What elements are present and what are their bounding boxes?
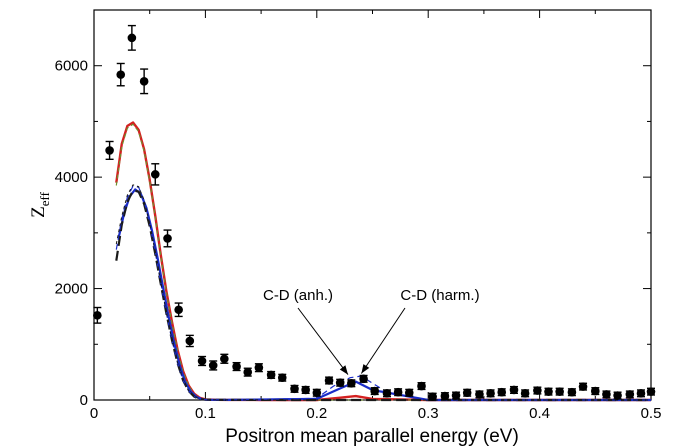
data-point xyxy=(197,356,207,366)
data-point xyxy=(232,362,241,371)
data-point xyxy=(243,367,253,377)
data-point xyxy=(520,389,530,398)
data-point xyxy=(544,387,553,396)
series-line-2 xyxy=(117,188,651,402)
data-points xyxy=(93,24,656,401)
data-point xyxy=(301,385,310,395)
data-point xyxy=(347,378,356,388)
data-point xyxy=(567,387,577,397)
data-point xyxy=(174,305,183,315)
data-point xyxy=(646,387,656,396)
data-point xyxy=(404,388,414,398)
annotation-arrowhead xyxy=(339,365,348,375)
data-point xyxy=(591,386,600,396)
data-point xyxy=(486,389,495,398)
series-line-4 xyxy=(115,185,651,401)
y-axis-title: Zeff xyxy=(28,191,52,217)
annotations: C-D (anh.) C-D (harm.) xyxy=(263,287,480,375)
y-tick-label: 4000 xyxy=(55,169,88,186)
data-point xyxy=(335,378,345,388)
annotation-label: C-D (anh.) xyxy=(263,287,333,304)
data-point xyxy=(440,391,450,401)
y-tick-label: 6000 xyxy=(55,58,88,75)
data-point xyxy=(613,391,622,400)
data-point xyxy=(393,387,403,397)
data-point xyxy=(370,386,380,396)
data-point xyxy=(208,361,218,370)
y-tick-label: 0 xyxy=(80,392,88,409)
plot-frame xyxy=(93,9,652,401)
x-tick-label: 0.4 xyxy=(529,405,550,422)
annotation-arrow xyxy=(360,307,406,374)
data-point xyxy=(127,33,137,43)
data-point xyxy=(602,390,611,399)
data-point xyxy=(93,311,102,320)
data-point xyxy=(462,388,472,398)
x-tick-label: 0.1 xyxy=(195,405,216,422)
data-point xyxy=(105,146,114,155)
data-point xyxy=(139,77,149,86)
x-tick-label: 0.3 xyxy=(418,405,439,422)
x-tick-label: 0 xyxy=(90,405,98,422)
data-point xyxy=(497,387,507,397)
data-point xyxy=(312,388,322,398)
data-point xyxy=(220,354,229,364)
series-line-0 xyxy=(115,121,651,402)
data-point xyxy=(625,390,635,399)
data-point xyxy=(428,392,437,401)
data-point xyxy=(324,376,334,385)
annotation-arrow xyxy=(297,307,349,375)
data-point xyxy=(116,70,126,79)
data-point xyxy=(163,234,172,243)
data-point xyxy=(451,391,461,400)
series-line-1 xyxy=(115,123,651,401)
x-tick-label: 0.2 xyxy=(306,405,327,422)
data-point xyxy=(533,386,542,395)
annotation-label: C-D (harm.) xyxy=(400,287,479,304)
data-point xyxy=(290,384,299,394)
data-point xyxy=(509,385,519,395)
y-axis-title-main: Z xyxy=(28,206,49,218)
model-curves xyxy=(115,121,651,402)
data-point xyxy=(578,382,588,391)
data-point xyxy=(475,390,484,399)
data-point xyxy=(185,336,195,346)
data-point xyxy=(417,381,426,391)
data-point xyxy=(277,373,287,383)
data-point xyxy=(254,363,264,372)
series-line-5 xyxy=(115,184,651,401)
axis-ticks: 0 0.1 0.2 0.3 0.4 0.5 0 2000 4000 6000 xyxy=(55,9,662,422)
data-point xyxy=(359,374,368,384)
y-tick-label: 2000 xyxy=(55,281,88,298)
data-point xyxy=(266,370,276,380)
annotation-arrowhead xyxy=(361,364,370,374)
y-axis-title-sub: eff xyxy=(37,191,52,206)
data-point xyxy=(555,387,564,396)
x-axis-title: Positron mean parallel energy (eV) xyxy=(225,426,519,447)
data-point xyxy=(636,389,646,398)
series-line-3 xyxy=(115,189,651,402)
x-tick-label: 0.5 xyxy=(641,405,662,422)
data-point xyxy=(382,389,392,398)
data-point xyxy=(150,170,160,179)
